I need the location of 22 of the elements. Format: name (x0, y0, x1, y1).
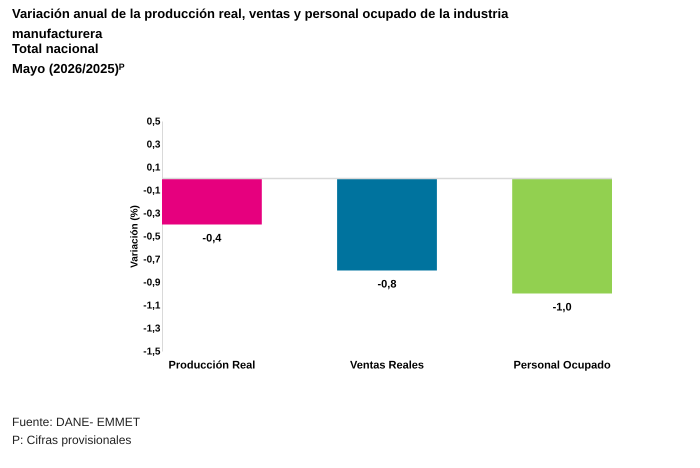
y-tick-label: -1,1 (143, 300, 161, 312)
x-tick-label: Ventas Reales (350, 360, 424, 372)
data-label: -0,4 (202, 232, 222, 244)
y-tick-label: -0,5 (143, 232, 161, 242)
data-label: -1,0 (552, 302, 572, 314)
y-tick-label: 0,3 (146, 140, 161, 150)
chart-subtitle: Total nacional Mayo (2026/2025)ᴾ (12, 41, 125, 76)
chart-title: Variación anual de la producción real, ventas y personal ocupado de la industria manufacturera (12, 6, 510, 41)
x-tick-label: Producción Real (168, 360, 256, 372)
y-axis-title: Variación (%) (129, 205, 140, 268)
y-tick-label: -0,7 (143, 254, 161, 266)
y-tick-label: -1,5 (143, 346, 161, 358)
y-tick-label: -0,9 (143, 278, 161, 288)
y-tick-label: -1,3 (143, 324, 161, 334)
y-tick-label: -0,3 (143, 208, 161, 220)
data-label: -0,8 (378, 278, 396, 290)
y-tick-label: 0,1 (146, 162, 161, 174)
y-tick-label: -0,1 (143, 186, 161, 196)
y-tick-label: 0,5 (146, 116, 161, 128)
x-tick-label: Personal Ocupado (513, 360, 611, 372)
source-note: Fuente: DANE- EMMET (12, 415, 141, 429)
text: P: Cifras provisionales (12, 433, 132, 447)
